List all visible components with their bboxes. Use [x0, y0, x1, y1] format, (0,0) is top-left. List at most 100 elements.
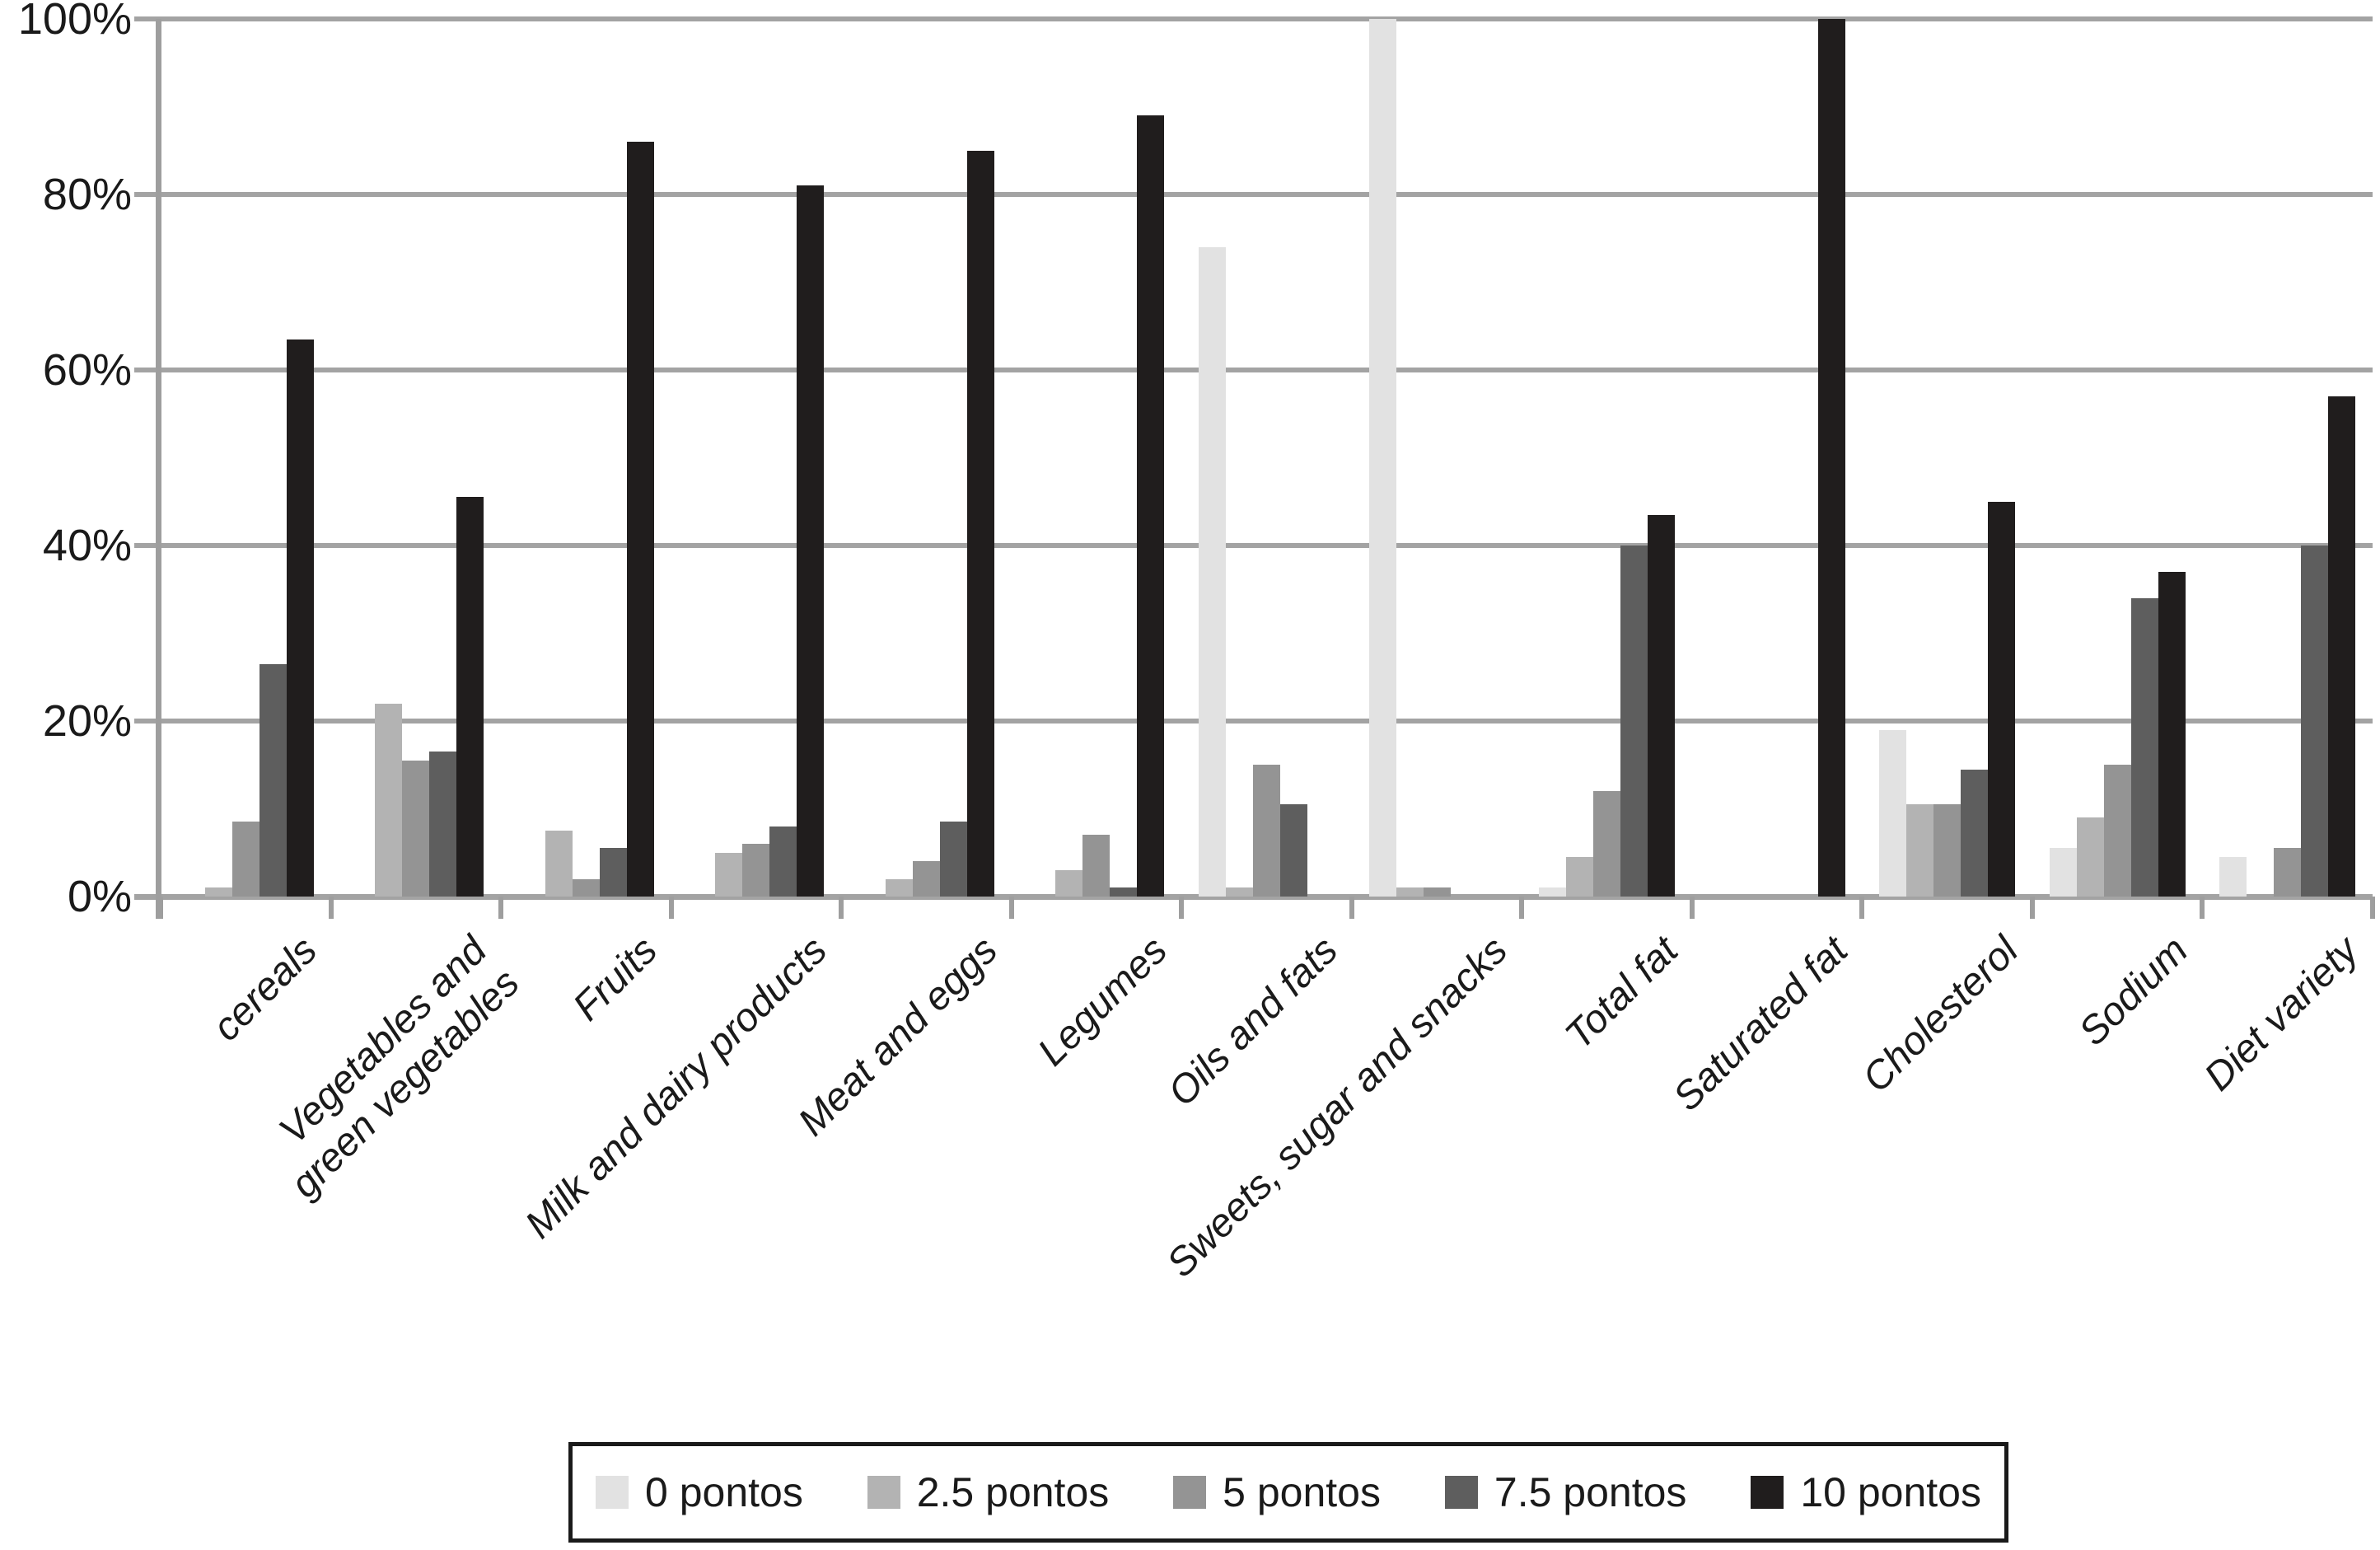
bar [797, 185, 825, 897]
x-axis-tick [839, 897, 844, 919]
y-tick-label: 0% [67, 872, 132, 921]
y-axis [156, 19, 161, 919]
bar [1226, 887, 1253, 897]
bar [1055, 870, 1083, 897]
legend: 0 pontos 2.5 pontos 5 pontos 7.5 pontos 10 p… [568, 1442, 2008, 1543]
x-category-label: Total fat [1557, 928, 1687, 1058]
bar [1817, 19, 1845, 897]
x-axis-tick [668, 897, 674, 919]
bar [599, 848, 627, 897]
legend-label: 2.5 pontos [916, 1469, 1110, 1515]
bar [1879, 729, 1907, 897]
bar [2158, 571, 2186, 897]
bar [1253, 765, 1280, 897]
bar [1620, 546, 1648, 897]
y-tick-label: 100% [17, 0, 132, 44]
bar [1906, 804, 1934, 897]
bar [2301, 546, 2329, 897]
x-category-label: Saturated fat [1665, 928, 1857, 1120]
x-axis-tick [1519, 897, 1525, 919]
x-axis-tick [1008, 897, 1014, 919]
bar [259, 663, 287, 897]
x-category-label: Sodium [2071, 928, 2197, 1055]
legend-label: 10 pontos [1800, 1469, 1981, 1515]
x-axis-tick [328, 897, 334, 919]
gridline-20% [134, 719, 2373, 723]
bar [402, 760, 430, 897]
bar [1566, 857, 1594, 897]
x-category-label: Legumes [1030, 928, 1176, 1075]
bar [1137, 115, 1165, 897]
gridline-80% [134, 192, 2373, 197]
x-axis-tick [1349, 897, 1354, 919]
bar [939, 822, 967, 897]
gridline-100% [134, 16, 2373, 21]
y-tick-label: 20% [42, 696, 132, 746]
bar [286, 339, 314, 897]
legend-swatch-icon [1173, 1476, 1207, 1509]
x-axis-tick [498, 897, 504, 919]
x-category-label: Sweets, sugar and snacks [1158, 928, 1517, 1286]
bar [885, 878, 913, 897]
legend-swatch-icon [1751, 1476, 1784, 1509]
legend-swatch-icon [867, 1476, 900, 1509]
y-tick-label: 80% [42, 170, 132, 219]
bar [966, 150, 994, 897]
bar [1110, 887, 1138, 897]
bar [1280, 804, 1307, 897]
gridline-0% [134, 894, 2373, 900]
bar [1396, 887, 1424, 897]
bar [626, 142, 654, 897]
legend-item: 2.5 pontos [867, 1468, 1110, 1516]
x-axis-tick [2370, 897, 2375, 919]
bar [912, 861, 940, 897]
bar [429, 752, 457, 897]
gridline-40% [134, 543, 2373, 548]
legend-swatch-icon [1444, 1476, 1478, 1509]
x-axis-tick [1179, 897, 1185, 919]
bar [1593, 791, 1621, 897]
legend-item: 7.5 pontos [1444, 1468, 1687, 1516]
bar [545, 831, 573, 897]
x-axis-tick [1859, 897, 1865, 919]
x-axis-tick [1689, 897, 1695, 919]
bar [1648, 514, 1676, 897]
legend-item: 10 pontos [1751, 1468, 1981, 1516]
legend-swatch-icon [596, 1476, 629, 1509]
bar [204, 887, 232, 897]
bar [231, 822, 260, 897]
bar [2130, 597, 2158, 897]
x-category-label: Cholesterol [1854, 928, 2027, 1101]
bar [375, 703, 403, 897]
bar [1082, 835, 1111, 897]
x-category-label: Fruits [564, 928, 666, 1030]
x-category-label: Diet variety [2195, 928, 2368, 1099]
legend-label: 7.5 pontos [1494, 1469, 1687, 1515]
bar [1368, 19, 1396, 897]
x-axis-tick [158, 897, 163, 919]
legend-item: 5 pontos [1173, 1468, 1381, 1516]
bar [1988, 501, 2016, 897]
bar [742, 844, 770, 897]
x-axis-tick [2029, 897, 2035, 919]
bar [1423, 887, 1451, 897]
bar [1961, 769, 1989, 897]
bar [1539, 887, 1567, 897]
bar [2076, 817, 2104, 897]
legend-label: 5 pontos [1223, 1469, 1381, 1515]
y-tick-label: 40% [42, 521, 132, 570]
bar [2274, 848, 2302, 897]
bar [456, 497, 484, 897]
bar [2049, 848, 2077, 897]
y-tick-label: 60% [42, 345, 132, 395]
x-category-label: Milk and dairy products [517, 928, 836, 1248]
bar [769, 826, 797, 897]
bar [572, 878, 600, 897]
bar [2328, 396, 2356, 897]
x-category-label: cereals [203, 928, 325, 1050]
x-axis-tick [2200, 897, 2205, 919]
bar [1933, 804, 1962, 897]
bar [2103, 765, 2131, 897]
x-category-label: Oils and fats [1159, 928, 1346, 1115]
bar [715, 852, 743, 897]
